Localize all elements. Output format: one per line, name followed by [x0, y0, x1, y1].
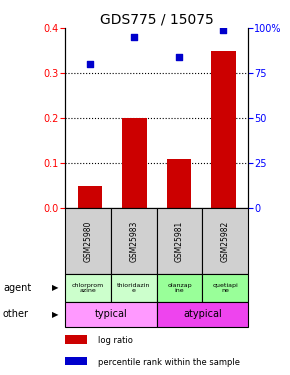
Bar [65, 357, 87, 365]
Text: GSM25980: GSM25980 [84, 220, 93, 262]
Point [177, 54, 181, 60]
Text: GSM25981: GSM25981 [175, 220, 184, 262]
Bar [157, 208, 202, 274]
Point [132, 34, 137, 40]
Bar [65, 274, 111, 302]
Text: thioridazin
e: thioridazin e [117, 283, 151, 293]
Text: olanzap
ine: olanzap ine [167, 283, 192, 293]
Bar [122, 118, 146, 208]
Text: quetiapi
ne: quetiapi ne [212, 283, 238, 293]
Text: typical: typical [95, 309, 127, 320]
Bar [157, 302, 248, 327]
Text: GSM25983: GSM25983 [129, 220, 138, 262]
Text: percentile rank within the sample: percentile rank within the sample [98, 357, 240, 366]
Title: GDS775 / 15075: GDS775 / 15075 [100, 13, 213, 27]
Bar [202, 208, 248, 274]
Bar [157, 274, 202, 302]
Bar [65, 302, 157, 327]
Bar [77, 186, 102, 208]
Bar [65, 335, 87, 344]
Bar [202, 274, 248, 302]
Text: GSM25982: GSM25982 [221, 220, 230, 262]
Bar [211, 51, 236, 208]
Point [88, 61, 92, 67]
Text: ▶: ▶ [52, 284, 58, 292]
Bar [167, 159, 191, 208]
Text: agent: agent [3, 283, 31, 293]
Text: other: other [3, 309, 29, 320]
Text: ▶: ▶ [52, 310, 58, 319]
Bar [111, 274, 157, 302]
Text: atypical: atypical [183, 309, 222, 320]
Text: log ratio: log ratio [98, 336, 133, 345]
Bar [111, 208, 157, 274]
Bar [65, 208, 111, 274]
Text: chlorprom
azine: chlorprom azine [72, 283, 104, 293]
Point [221, 27, 226, 33]
